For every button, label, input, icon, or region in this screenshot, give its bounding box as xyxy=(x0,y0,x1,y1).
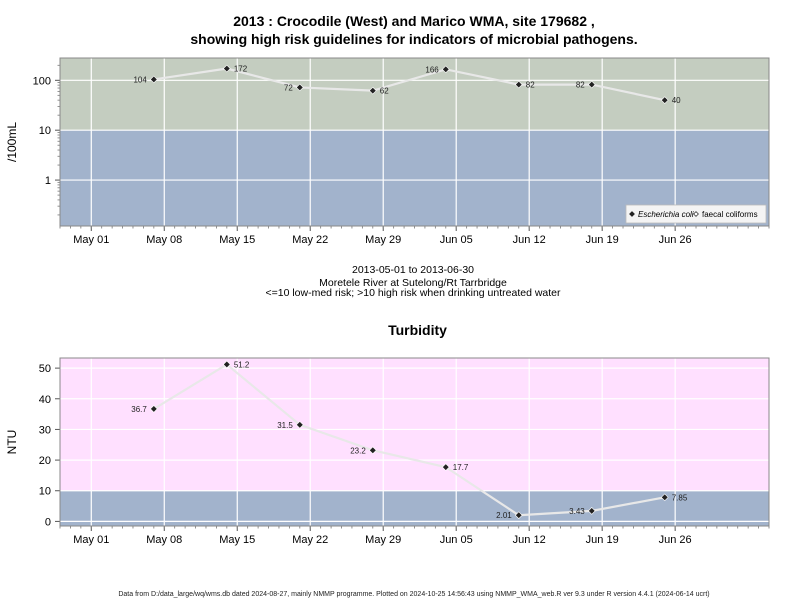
x-tick-label: May 08 xyxy=(146,234,182,246)
data-label: 82 xyxy=(526,81,535,90)
x-tick-label: Jun 19 xyxy=(586,534,619,546)
data-point xyxy=(295,83,304,92)
x-tick-label: May 01 xyxy=(73,534,109,546)
y-tick-label: 30 xyxy=(39,424,51,436)
turbidity-chart: May 01 May 08 May 15 May 22 May 29 Jun 05 Jun … xyxy=(5,322,770,546)
data-label: 172 xyxy=(234,65,248,74)
site-text: Moretele River at Sutelong/Rt Tarrbridge xyxy=(319,277,507,289)
footer-text: Data from D:/data_large/wq/wms.db dated … xyxy=(118,591,709,598)
figure-title-line2: showing high risk guidelines for indicat… xyxy=(190,31,637,47)
x-tick-label: Jun 26 xyxy=(659,234,692,246)
data-label: 62 xyxy=(380,87,389,96)
y-axis-label: NTU xyxy=(5,430,19,455)
y-tick-label: 10 xyxy=(39,486,51,498)
data-point xyxy=(587,507,596,515)
data-label: 3.43 xyxy=(569,507,585,516)
y-tick-label: 1 xyxy=(45,175,51,187)
series-line xyxy=(153,363,665,517)
y-tick-label: 50 xyxy=(39,363,51,375)
x-tick-label: Jun 12 xyxy=(513,534,546,546)
data-point xyxy=(222,64,231,73)
data-point xyxy=(368,446,377,455)
y-tick-label: 100 xyxy=(33,75,51,87)
x-tick-label: Jun 05 xyxy=(440,234,473,246)
figure-title-line1: 2013 : Crocodile (West) and Marico WMA, … xyxy=(233,13,595,29)
plot-frame xyxy=(59,357,770,527)
legend-marker xyxy=(629,211,635,217)
legend-marker xyxy=(693,211,699,217)
legend: Escherichia coli faecal coliforms xyxy=(625,204,767,224)
data-label: 7.85 xyxy=(672,493,688,502)
high-risk-band xyxy=(60,58,769,131)
data-label: 72 xyxy=(284,83,293,92)
data-label: 17.7 xyxy=(453,463,469,472)
data-point xyxy=(441,463,450,471)
data-label: 166 xyxy=(425,65,439,74)
data-point xyxy=(295,421,304,429)
legend-label: Escherichia coli xyxy=(638,210,694,219)
data-point xyxy=(150,405,158,413)
high-risk-band xyxy=(60,358,769,491)
data-label: 104 xyxy=(133,75,147,84)
data-point xyxy=(660,493,669,502)
y-tick-label: 20 xyxy=(39,455,51,467)
data-point xyxy=(587,80,596,89)
data-label: 2.01 xyxy=(496,511,512,520)
x-tick-label: Jun 12 xyxy=(513,234,546,246)
data-point xyxy=(222,360,231,369)
data-point xyxy=(514,80,523,89)
data-label: 40 xyxy=(672,96,681,105)
x-tick-label: May 08 xyxy=(146,534,182,546)
risk-note-text: <=10 low-med risk; >10 high risk when dr… xyxy=(265,287,561,299)
data-label: 36.7 xyxy=(131,405,147,414)
data-label: 51.2 xyxy=(234,360,250,369)
x-tick-label: Jun 19 xyxy=(586,234,619,246)
legend-label: faecal coliforms xyxy=(702,210,758,219)
data-label: 82 xyxy=(576,81,585,90)
data-point xyxy=(441,65,450,74)
x-tick-label: Jun 05 xyxy=(440,534,473,546)
y-tick-label: 0 xyxy=(45,516,51,528)
x-tick-label: May 29 xyxy=(365,534,401,546)
y-tick-label: 10 xyxy=(39,125,51,137)
data-point xyxy=(660,96,669,104)
x-tick-label: May 01 xyxy=(73,234,109,246)
x-tick-label: Jun 26 xyxy=(659,534,692,546)
data-point xyxy=(150,75,158,84)
data-point xyxy=(514,511,523,520)
data-label: 31.5 xyxy=(277,421,293,430)
microbial-chart: May 01 May 08 May 15 May 22 May 29 Jun 05 Jun … xyxy=(5,57,770,246)
x-tick-label: May 15 xyxy=(219,534,255,546)
data-point xyxy=(368,86,377,95)
panel-title: Turbidity xyxy=(388,322,447,338)
x-tick-label: May 29 xyxy=(365,234,401,246)
data-label: 23.2 xyxy=(350,446,366,455)
low-risk-band xyxy=(60,490,769,526)
series-line xyxy=(153,67,665,102)
x-tick-label: May 22 xyxy=(292,534,328,546)
x-tick-label: May 22 xyxy=(292,234,328,246)
y-axis-label: /100mL xyxy=(5,122,19,162)
x-tick-label: May 15 xyxy=(219,234,255,246)
plot-frame xyxy=(59,57,770,227)
date-range-text: 2013-05-01 to 2013-06-30 xyxy=(352,264,474,276)
y-tick-label: 40 xyxy=(39,394,51,406)
